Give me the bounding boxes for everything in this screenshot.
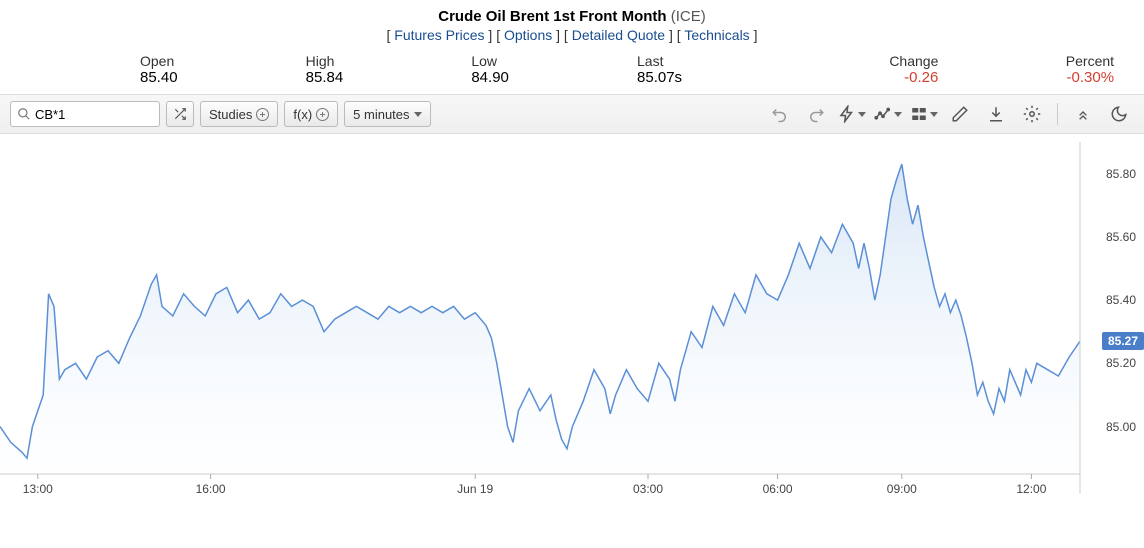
chevrons-up-icon bbox=[1075, 106, 1091, 122]
undo-button[interactable] bbox=[765, 99, 795, 129]
stat-change: Change -0.26 bbox=[773, 53, 979, 86]
plus-icon bbox=[316, 108, 329, 121]
stat-percent-value: -0.30% bbox=[978, 69, 1114, 86]
settings-button[interactable] bbox=[1017, 99, 1047, 129]
studies-button[interactable]: Studies bbox=[200, 101, 278, 127]
stat-high: High 85.84 bbox=[276, 53, 442, 86]
stat-high-value: 85.84 bbox=[306, 69, 442, 86]
x-axis-label: 13:00 bbox=[23, 482, 53, 496]
compare-button[interactable] bbox=[166, 101, 194, 127]
theme-button[interactable] bbox=[1104, 99, 1134, 129]
chevron-down-icon bbox=[858, 112, 866, 117]
y-axis-label: 85.20 bbox=[1106, 356, 1136, 370]
pencil-icon bbox=[951, 105, 969, 123]
y-axis-label: 85.80 bbox=[1106, 167, 1136, 181]
chevron-down-icon bbox=[894, 112, 902, 117]
chart-type-icon bbox=[874, 105, 892, 123]
stat-last-label: Last bbox=[637, 53, 773, 69]
nav-links: [ Futures Prices ] [ Options ] [ Detaile… bbox=[0, 27, 1144, 43]
y-axis-label: 85.60 bbox=[1106, 230, 1136, 244]
x-axis-label: 16:00 bbox=[196, 482, 226, 496]
timeframe-label: 5 minutes bbox=[353, 107, 409, 122]
stat-open-value: 85.40 bbox=[140, 69, 276, 86]
chart-header: Crude Oil Brent 1st Front Month (ICE) [ … bbox=[0, 0, 1144, 47]
layout-button[interactable] bbox=[909, 99, 939, 129]
exchange-label: (ICE) bbox=[671, 8, 706, 25]
stat-percent: Percent -0.30% bbox=[978, 53, 1144, 86]
studies-label: Studies bbox=[209, 107, 252, 122]
chart-toolbar: Studies f(x) 5 minutes bbox=[0, 94, 1144, 134]
nav-futures-prices[interactable]: Futures Prices bbox=[394, 27, 484, 43]
stat-high-label: High bbox=[306, 53, 442, 69]
stat-last-value: 85.07s bbox=[637, 69, 773, 86]
stat-percent-label: Percent bbox=[978, 53, 1114, 69]
price-chart[interactable]: 85.00 85.20 85.40 85.60 85.80 13:00 16:00 Jun … bbox=[0, 134, 1144, 514]
stat-low-label: Low bbox=[471, 53, 607, 69]
y-axis-label: 85.00 bbox=[1106, 420, 1136, 434]
download-button[interactable] bbox=[981, 99, 1011, 129]
stat-open: Open 85.40 bbox=[0, 53, 276, 86]
search-icon bbox=[17, 107, 31, 121]
stat-low-value: 84.90 bbox=[471, 69, 607, 86]
x-axis-label: 06:00 bbox=[763, 482, 793, 496]
stat-low: Low 84.90 bbox=[441, 53, 607, 86]
current-price-flag: 85.27 bbox=[1102, 332, 1144, 350]
plus-icon bbox=[256, 108, 269, 121]
instrument-title: Crude Oil Brent 1st Front Month bbox=[438, 8, 666, 25]
shuffle-icon bbox=[173, 107, 187, 121]
symbol-input[interactable] bbox=[35, 107, 153, 122]
moon-icon bbox=[1110, 105, 1128, 123]
collapse-button[interactable] bbox=[1068, 99, 1098, 129]
symbol-search[interactable] bbox=[10, 101, 160, 127]
draw-button[interactable] bbox=[945, 99, 975, 129]
stat-open-label: Open bbox=[140, 53, 276, 69]
events-button[interactable] bbox=[837, 99, 867, 129]
title-line: Crude Oil Brent 1st Front Month (ICE) bbox=[0, 8, 1144, 25]
nav-technicals[interactable]: Technicals bbox=[684, 27, 749, 43]
chart-svg bbox=[0, 134, 1144, 514]
nav-options[interactable]: Options bbox=[504, 27, 552, 43]
nav-detailed-quote[interactable]: Detailed Quote bbox=[572, 27, 665, 43]
y-axis-label: 85.40 bbox=[1106, 293, 1136, 307]
bolt-icon bbox=[838, 105, 856, 123]
undo-icon bbox=[771, 105, 789, 123]
toolbar-separator bbox=[1057, 103, 1058, 125]
stat-change-label: Change bbox=[803, 53, 939, 69]
redo-icon bbox=[807, 105, 825, 123]
chart-type-button[interactable] bbox=[873, 99, 903, 129]
stat-last: Last 85.07s bbox=[607, 53, 773, 86]
timeframe-select[interactable]: 5 minutes bbox=[344, 101, 430, 127]
x-axis-label: 09:00 bbox=[887, 482, 917, 496]
stat-change-value: -0.26 bbox=[803, 69, 939, 86]
chevron-down-icon bbox=[930, 112, 938, 117]
fx-label: f(x) bbox=[293, 107, 312, 122]
gear-icon bbox=[1023, 105, 1041, 123]
x-axis-label: 03:00 bbox=[633, 482, 663, 496]
download-icon bbox=[987, 105, 1005, 123]
layout-icon bbox=[910, 105, 928, 123]
stats-row: Open 85.40 High 85.84 Low 84.90 Last 85.… bbox=[0, 47, 1144, 94]
fx-button[interactable]: f(x) bbox=[284, 101, 338, 127]
x-axis-label: 12:00 bbox=[1016, 482, 1046, 496]
redo-button[interactable] bbox=[801, 99, 831, 129]
chevron-down-icon bbox=[414, 112, 422, 117]
x-axis-label: Jun 19 bbox=[457, 482, 493, 496]
